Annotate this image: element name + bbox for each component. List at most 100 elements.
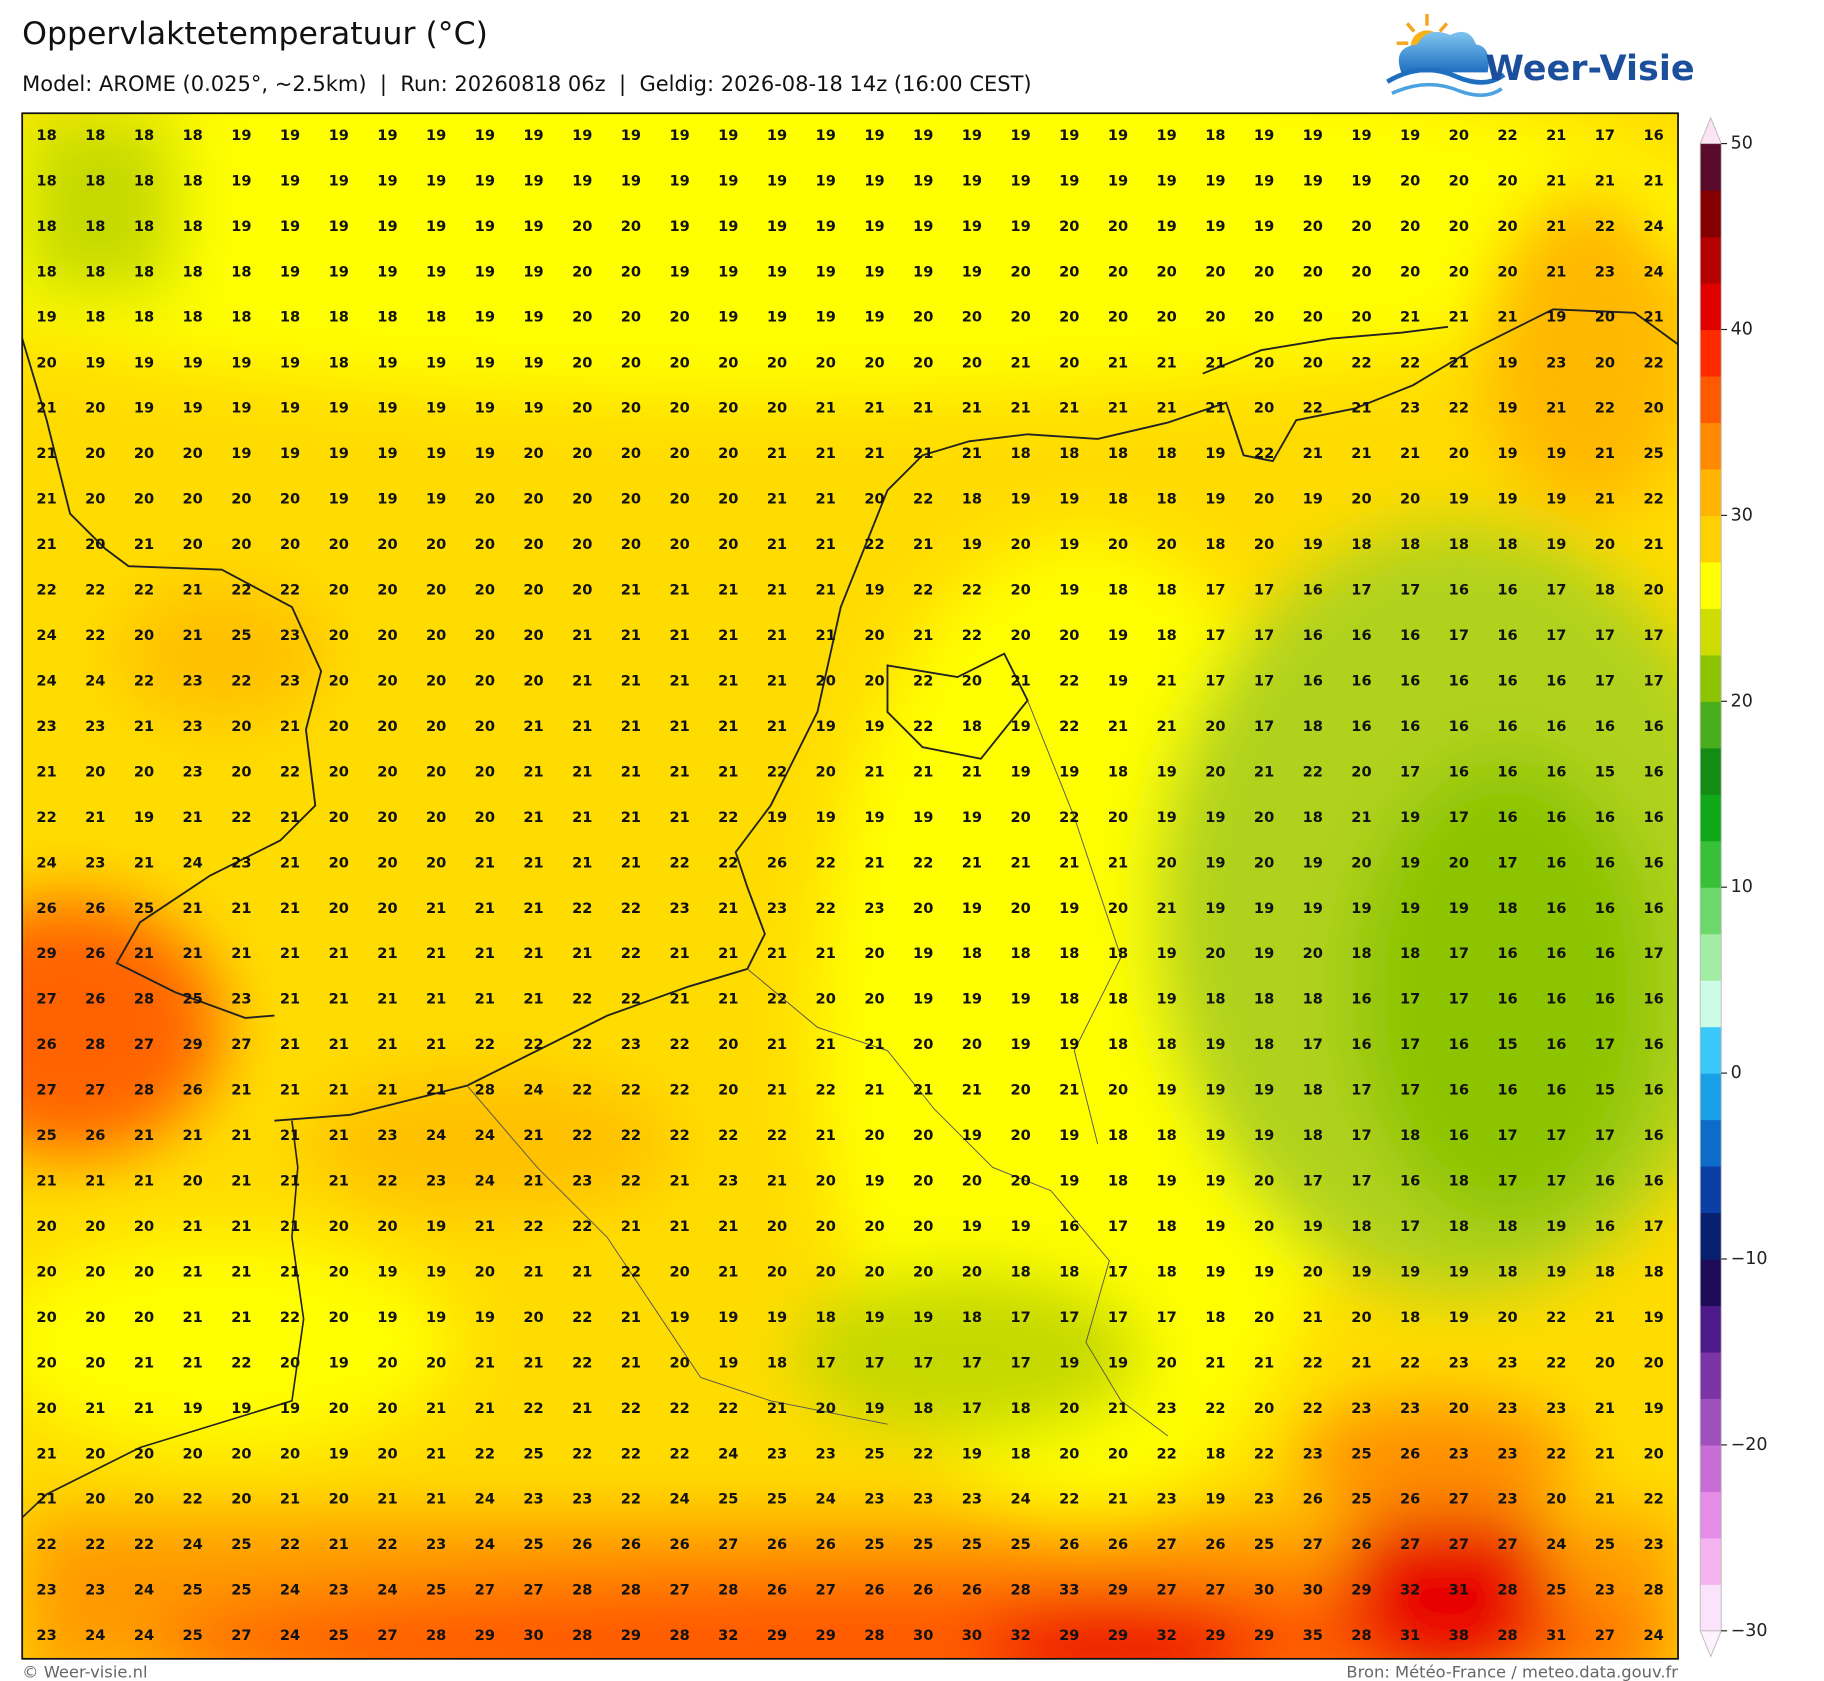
grid-value: 18	[36, 127, 56, 144]
grid-value: 22	[572, 1354, 592, 1371]
grid-value: 20	[134, 1445, 154, 1462]
grid-value: 22	[767, 991, 787, 1008]
grid-value: 25	[183, 1582, 203, 1599]
grid-value: 31	[1449, 1582, 1469, 1599]
grid-value: 22	[621, 1400, 641, 1417]
grid-value: 21	[377, 1082, 397, 1099]
grid-value: 19	[572, 172, 592, 189]
grid-value: 25	[1351, 1445, 1371, 1462]
grid-value: 22	[85, 1536, 105, 1553]
colorbar-tick-label: −20	[1731, 1435, 1768, 1455]
colorbar-tick-label: 50	[1731, 134, 1753, 154]
grid-value: 16	[1351, 991, 1371, 1008]
grid-value: 27	[1595, 1627, 1615, 1644]
grid-value: 19	[1351, 900, 1371, 917]
grid-value: 20	[913, 1263, 933, 1280]
grid-value: 29	[767, 1627, 787, 1644]
grid-value: 20	[475, 491, 495, 508]
grid-value: 20	[1059, 1400, 1079, 1417]
grid-value: 19	[475, 445, 495, 462]
grid-value: 21	[1595, 172, 1615, 189]
grid-value: 19	[864, 1172, 884, 1189]
grid-value: 25	[523, 1536, 543, 1553]
grid-value: 19	[669, 1309, 689, 1326]
grid-value: 19	[864, 263, 884, 280]
grid-value: 19	[426, 400, 446, 417]
grid-value: 18	[1449, 1172, 1469, 1189]
grid-value: 21	[1546, 127, 1566, 144]
grid-value: 21	[36, 1172, 56, 1189]
grid-value: 20	[816, 673, 836, 690]
grid-value: 17	[1010, 1354, 1030, 1371]
grid-value: 20	[377, 900, 397, 917]
grid-value: 22	[572, 991, 592, 1008]
grid-value: 19	[475, 218, 495, 235]
grid-value: 21	[669, 945, 689, 962]
grid-value: 20	[85, 763, 105, 780]
grid-value: 16	[1497, 763, 1517, 780]
grid-value: 19	[1010, 763, 1030, 780]
grid-value: 22	[1449, 400, 1469, 417]
grid-value: 20	[1205, 263, 1225, 280]
grid-value: 21	[183, 1218, 203, 1235]
grid-value: 20	[231, 536, 251, 553]
grid-value: 19	[767, 127, 787, 144]
grid-value: 21	[621, 627, 641, 644]
grid-value: 20	[572, 400, 592, 417]
grid-value: 21	[523, 1172, 543, 1189]
grid-value: 28	[85, 1036, 105, 1053]
map-frame	[21, 112, 1679, 1660]
grid-value: 16	[1449, 1127, 1469, 1144]
grid-value: 22	[134, 1536, 154, 1553]
grid-value: 21	[523, 945, 543, 962]
grid-value: 20	[1400, 491, 1420, 508]
grid-value: 16	[1497, 1082, 1517, 1099]
grid-value: 22	[231, 673, 251, 690]
grid-value: 21	[475, 945, 495, 962]
grid-value: 21	[523, 854, 543, 871]
grid-value: 18	[1059, 445, 1079, 462]
grid-value: 21	[280, 1491, 300, 1508]
grid-value: 19	[572, 127, 592, 144]
grid-value: 21	[85, 809, 105, 826]
value-grid: 18 18 18 18 19 19 19 19 19 19 19 19 19 19 19 19 19 19 19 19…	[36, 127, 1663, 1644]
grid-value: 16	[1643, 1172, 1663, 1189]
grid-value: 21	[134, 854, 154, 871]
grid-value: 26	[36, 900, 56, 917]
grid-value: 28	[134, 991, 154, 1008]
grid-value: 20	[523, 536, 543, 553]
grid-value: 20	[1351, 309, 1371, 326]
grid-value: 18	[1010, 945, 1030, 962]
grid-value: 19	[231, 1400, 251, 1417]
grid-value: 16	[1546, 854, 1566, 871]
grid-value: 20	[85, 536, 105, 553]
grid-value: 17	[1595, 1127, 1615, 1144]
grid-value: 17	[1400, 763, 1420, 780]
grid-value: 19	[1546, 1263, 1566, 1280]
grid-value: 22	[36, 582, 56, 599]
grid-value: 23	[85, 1582, 105, 1599]
grid-value: 19	[523, 218, 543, 235]
grid-value: 17	[1595, 673, 1615, 690]
grid-value: 19	[183, 354, 203, 371]
grid-value: 19	[1059, 1036, 1079, 1053]
grid-value: 20	[816, 991, 836, 1008]
grid-value: 21	[669, 763, 689, 780]
grid-value: 19	[1157, 809, 1177, 826]
grid-value: 19	[1010, 1218, 1030, 1235]
grid-value: 19	[767, 809, 787, 826]
grid-value: 22	[572, 1218, 592, 1235]
grid-value: 19	[767, 263, 787, 280]
grid-value: 19	[1254, 1263, 1274, 1280]
grid-value: 22	[621, 945, 641, 962]
grid-value: 18	[962, 1309, 982, 1326]
grid-value: 19	[1400, 1263, 1420, 1280]
grid-value: 22	[669, 854, 689, 871]
grid-value: 25	[1351, 1491, 1371, 1508]
grid-value: 20	[231, 491, 251, 508]
grid-value: 24	[36, 854, 56, 871]
grid-value: 18	[1303, 809, 1323, 826]
grid-value: 22	[1254, 1445, 1274, 1462]
grid-value: 17	[1400, 1036, 1420, 1053]
grid-value: 27	[134, 1036, 154, 1053]
